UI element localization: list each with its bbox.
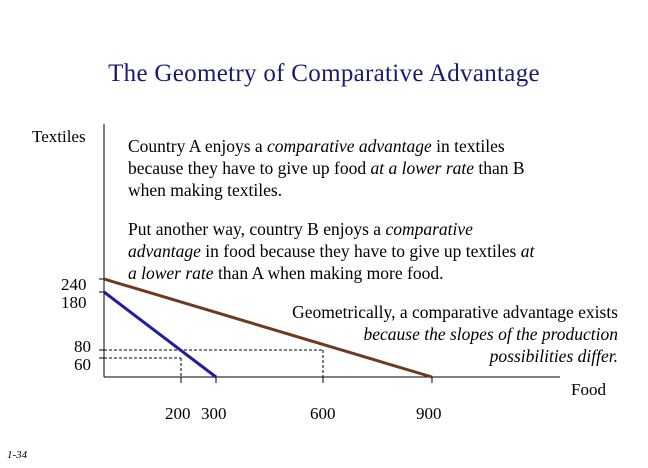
p2-line2: advantage in food because they have to g… (128, 241, 535, 261)
ppf-line-0 (103, 290, 217, 379)
guide-lines (104, 349, 324, 377)
paragraph-country-a: Country A enjoys a comparative advantage… (128, 135, 525, 201)
tick-marks (99, 278, 433, 383)
p1-line1: Country A enjoys a comparative advantage… (128, 136, 505, 156)
slide-number: 1-34 (7, 449, 28, 461)
y-tick-60: 60 (74, 355, 91, 374)
p1-line3: when making textiles. (128, 180, 283, 200)
ppf-line-1 (103, 277, 433, 379)
x-tick-900: 900 (416, 404, 442, 423)
y-axis-label: Textiles (32, 127, 86, 146)
x-axis-label: Food (571, 380, 606, 399)
p2-line1: Put another way, country B enjoys a comp… (128, 219, 473, 239)
y-tick-180: 180 (61, 293, 87, 312)
x-tick-600: 600 (310, 404, 336, 423)
paragraph-geometry: Geometrically, a comparative advantage e… (292, 301, 618, 367)
production-possibility-lines (103, 277, 433, 379)
y-tick-80: 80 (74, 337, 91, 356)
p3-line2: because the slopes of the production (363, 324, 618, 344)
paragraph-country-b: Put another way, country B enjoys a comp… (128, 218, 534, 284)
slide-title: The Geometry of Comparative Advantage (108, 60, 540, 87)
x-tick-300: 300 (201, 404, 227, 423)
p2-line3: a lower rate than A when making more foo… (128, 263, 444, 283)
x-tick-200: 200 (165, 404, 191, 423)
p3-line1: Geometrically, a comparative advantage e… (292, 302, 618, 322)
p3-line3: possibilities differ. (489, 346, 618, 366)
y-tick-240: 240 (61, 275, 87, 294)
p1-line2: because they have to give up food at a l… (128, 158, 525, 178)
